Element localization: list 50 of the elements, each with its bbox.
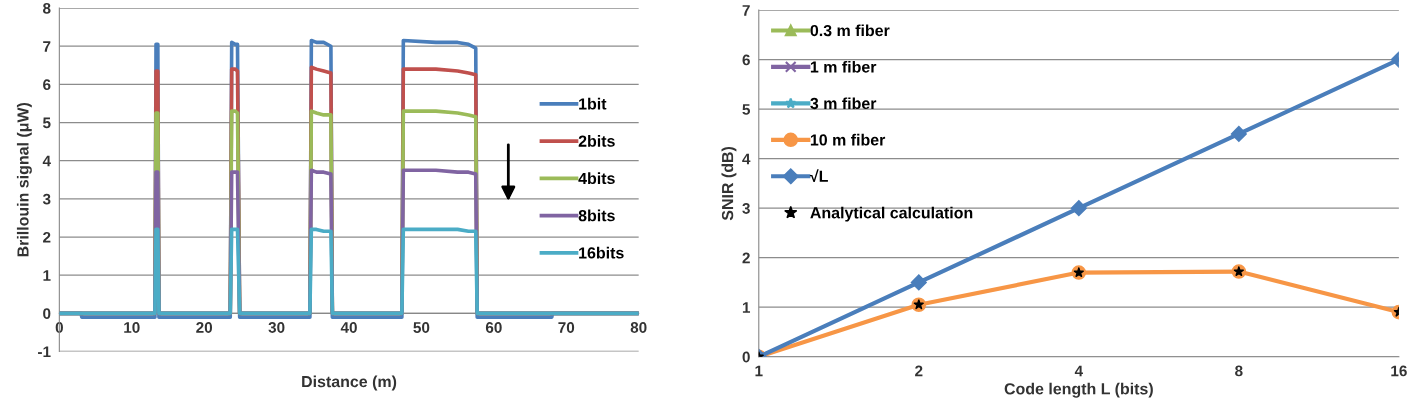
x-axis-title: Code length L (bits) bbox=[1004, 382, 1153, 398]
x-tick-label: 8 bbox=[1235, 365, 1243, 377]
x-axis-title: Distance (m) bbox=[302, 375, 397, 391]
y-tick-label: 8 bbox=[43, 2, 51, 14]
legend-label: 2bits bbox=[578, 135, 615, 147]
legend-label: 8bits bbox=[578, 209, 615, 222]
y-tick-label: 3 bbox=[42, 193, 51, 205]
y-tick-label: 6 bbox=[742, 54, 750, 66]
legend-label: 16bits bbox=[579, 246, 624, 259]
legend-label: 0.3 m fiber bbox=[810, 24, 890, 37]
x-tick-label: 10 bbox=[124, 322, 140, 333]
y-tick-label: 1 bbox=[43, 270, 51, 281]
y-axis-title: Brillouin signal (μW) bbox=[16, 102, 32, 257]
legend-label: 3 m fiber bbox=[810, 97, 877, 110]
y-tick-label: 0 bbox=[742, 351, 750, 363]
point bbox=[1070, 200, 1087, 217]
x-tick-label: 0 bbox=[55, 322, 63, 333]
legend-label: 1bit bbox=[579, 97, 607, 110]
legend-label: 1 m fiber bbox=[810, 60, 877, 73]
x-tick-label: 80 bbox=[630, 322, 647, 333]
legend-label: 10 m fiber bbox=[810, 133, 886, 146]
x-tick-label: 70 bbox=[558, 322, 575, 333]
legend-label: √L bbox=[809, 169, 828, 183]
y-tick-label: 4 bbox=[42, 155, 51, 167]
x-tick-label: 30 bbox=[268, 322, 285, 333]
y-tick-label: 2 bbox=[742, 252, 750, 264]
x-tick-label: 60 bbox=[485, 322, 502, 333]
legend-label: Analytical calculation bbox=[810, 206, 973, 222]
x-tick-label: 1 bbox=[755, 365, 763, 377]
x-tick-label: 20 bbox=[196, 322, 213, 333]
y-tick-label: 1 bbox=[742, 302, 751, 313]
y-tick-label: 3 bbox=[742, 203, 750, 214]
x-tick-label: 50 bbox=[413, 322, 430, 333]
y-axis-title: SNIR (dB) bbox=[721, 146, 737, 221]
y-tick-label: 6 bbox=[43, 79, 51, 91]
x-tick-label: 4 bbox=[1074, 365, 1083, 377]
x-tick-label: 40 bbox=[340, 322, 357, 333]
x-tick-label: 16 bbox=[1391, 365, 1407, 377]
y-tick-label: 7 bbox=[742, 5, 750, 16]
legend-label: 4bits bbox=[578, 172, 615, 185]
y-tick-label: 5 bbox=[42, 117, 51, 129]
point bbox=[910, 274, 927, 291]
y-tick-label: 7 bbox=[43, 41, 51, 52]
y-tick-label: 2 bbox=[43, 231, 51, 243]
y-tick-label: 4 bbox=[742, 153, 751, 165]
y-tick-label: -1 bbox=[38, 346, 51, 358]
point bbox=[1230, 125, 1247, 142]
y-tick-label: 5 bbox=[742, 104, 751, 115]
y-tick-label: 0 bbox=[43, 308, 51, 320]
x-tick-label: 2 bbox=[915, 365, 923, 377]
